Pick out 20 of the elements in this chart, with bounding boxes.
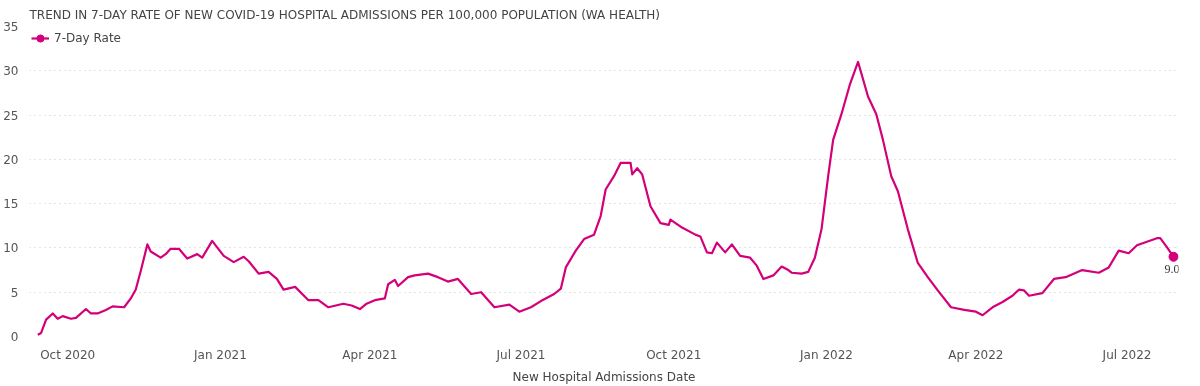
legend-label: 7-Day Rate [54, 31, 121, 45]
y-tick-label: 0 [10, 330, 19, 344]
x-tick-label: Jan 2021 [193, 347, 247, 362]
x-axis-title: New Hospital Admissions Date [512, 369, 696, 384]
y-tick-label: 15 [3, 197, 19, 212]
x-tick-label: Apr 2022 [948, 347, 1004, 362]
y-tick-label: 35 [3, 20, 19, 34]
y-tick-label: 10 [3, 241, 19, 256]
y-tick-label: 30 [3, 64, 19, 79]
y-tick-label: 5 [10, 285, 19, 300]
x-tick-label: Jul 2022 [1101, 347, 1152, 362]
x-tick-label: Oct 2020 [40, 347, 96, 362]
data-label: 9.0 [1164, 261, 1180, 276]
x-tick-label: Apr 2021 [342, 347, 398, 362]
y-tick-label: 25 [3, 108, 19, 123]
x-tick-label: Jul 2021 [495, 347, 546, 362]
x-tick-label: Jan 2022 [799, 347, 853, 362]
chart-title: TREND IN 7-DAY RATE OF NEW COVID-19 HOSPITAL ADMISSIONS PER 100,000 POPULATION (WA HEALTH) [28, 7, 660, 22]
x-tick-label: Oct 2021 [646, 347, 702, 362]
y-tick-label: 20 [3, 152, 19, 167]
